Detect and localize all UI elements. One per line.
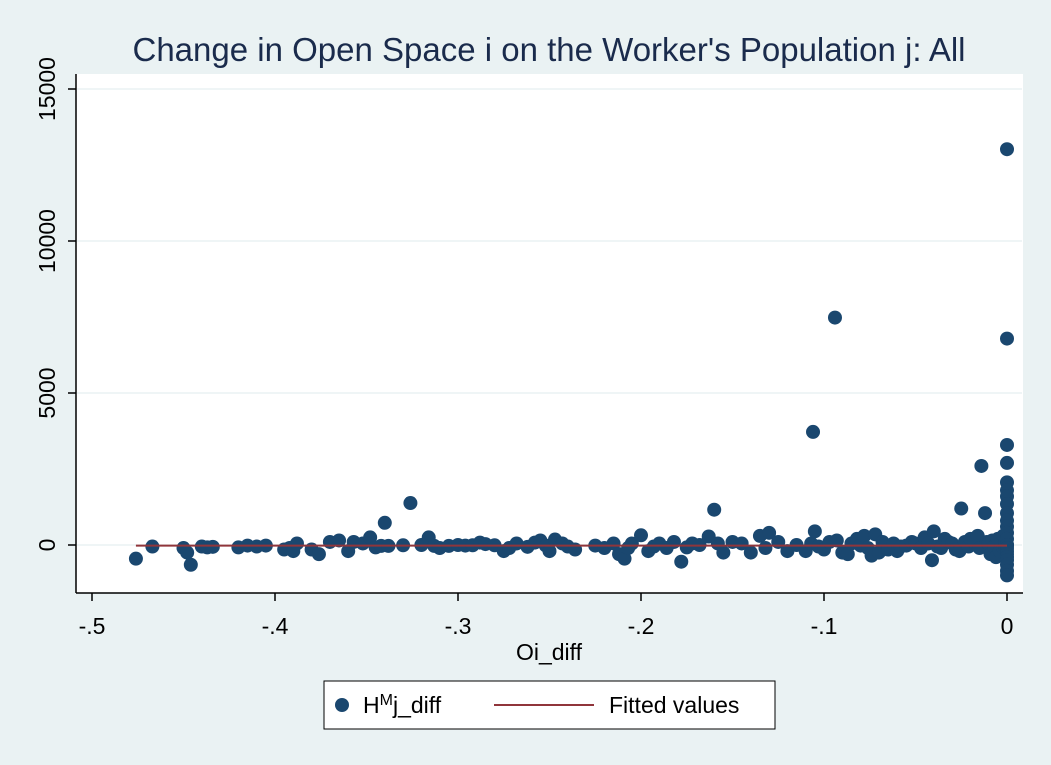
data-point [205, 539, 220, 554]
data-point [289, 536, 304, 551]
data-point [606, 536, 621, 551]
x-tick-label-0: -.5 [79, 613, 106, 639]
data-point [332, 533, 347, 548]
data-point [829, 533, 844, 548]
data-point [674, 554, 689, 569]
data-point [978, 506, 993, 521]
legend-label-points: HMj_diff [363, 692, 442, 718]
data-point [624, 536, 639, 551]
data-point [509, 536, 524, 551]
y-tick-label-2: 10000 [34, 209, 60, 273]
data-point [1000, 568, 1014, 583]
data-point [743, 545, 758, 560]
x-tick-label-2: -.3 [445, 613, 472, 639]
data-point [542, 544, 557, 559]
legend: HMj_diff Fitted values [323, 680, 776, 730]
chart-title: Change in Open Space i on the Worker's P… [132, 31, 965, 68]
data-point [758, 541, 773, 556]
data-point [1000, 455, 1014, 470]
data-point [183, 557, 198, 572]
data-point [827, 310, 842, 325]
y-tick-label-1: 5000 [34, 367, 60, 418]
plot-area [76, 74, 1023, 593]
data-point [403, 496, 418, 511]
x-tick-label-5: 0 [1001, 613, 1014, 639]
legend-label-fit: Fitted values [609, 692, 739, 718]
data-point [954, 501, 969, 516]
y-tick-label-3: 15000 [34, 57, 60, 121]
data-point [377, 515, 392, 530]
data-point [924, 553, 939, 568]
data-point [666, 534, 681, 549]
data-point [311, 547, 326, 562]
x-axis-label: Oi_diff [516, 639, 583, 665]
data-point [180, 545, 195, 560]
x-axis-ticks: -.5 -.4 -.3 -.2 -.1 0 [79, 593, 1014, 639]
y-tick-label-0: 0 [34, 539, 60, 552]
data-point [1000, 331, 1014, 346]
data-point [617, 551, 632, 566]
x-tick-label-1: -.4 [262, 613, 289, 639]
data-point [128, 551, 143, 566]
data-point [762, 525, 777, 540]
data-point [974, 458, 989, 473]
data-point [926, 524, 941, 539]
legend-marker-points [335, 698, 349, 712]
data-point [734, 536, 749, 551]
data-point [806, 424, 821, 439]
data-point [716, 545, 731, 560]
y-axis-ticks: 0 5000 10000 15000 [34, 57, 76, 551]
data-point [1000, 142, 1014, 157]
data-point [857, 528, 872, 543]
x-tick-label-3: -.2 [628, 613, 655, 639]
data-point [840, 547, 855, 562]
scatter-series [128, 142, 1014, 583]
data-point [707, 502, 722, 517]
x-tick-label-4: -.1 [811, 613, 838, 639]
data-point [1000, 437, 1014, 452]
data-point [807, 524, 822, 539]
data-point [634, 528, 648, 543]
